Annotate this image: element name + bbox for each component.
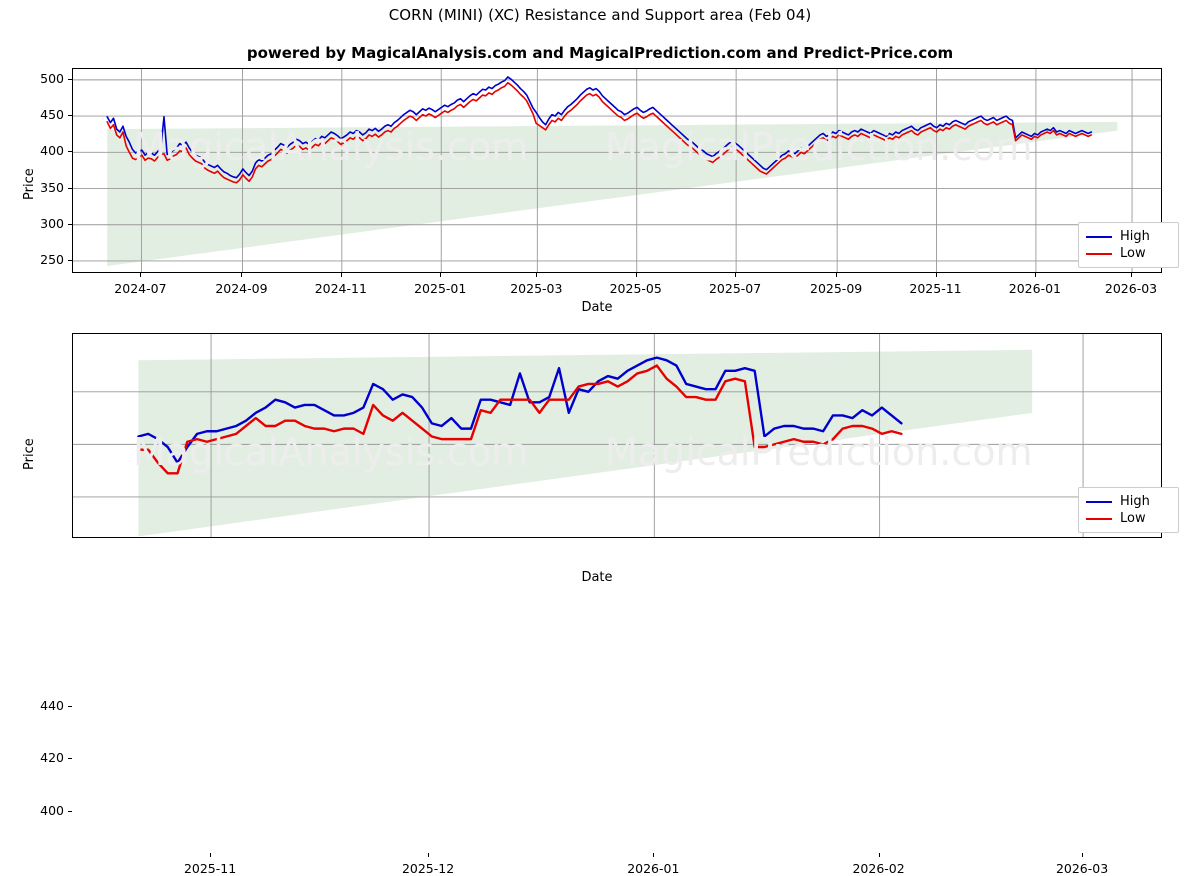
legend-label-low: Low [1120, 511, 1146, 526]
series-line-low [137, 364, 903, 475]
y-axis-tick-mark [68, 151, 72, 153]
top-plot-area [72, 68, 1162, 273]
y-tick-label: 250 [40, 251, 64, 267]
x-axis-tick-mark [140, 273, 142, 277]
x-tick-label: 2026-03 [1104, 281, 1158, 296]
x-tick-label: 2024-07 [114, 281, 167, 296]
x-tick-label: 2025-03 [510, 281, 563, 296]
y-axis-tick-mark [68, 115, 72, 117]
legend-row-low: Low [1086, 510, 1170, 527]
x-tick-label: 2025-05 [609, 281, 662, 296]
x-tick-label: 2024-09 [215, 281, 268, 296]
y-tick-label: 420 [40, 750, 64, 766]
x-axis-tick-mark [536, 273, 538, 277]
x-axis-tick-mark [440, 273, 442, 277]
series-line-high [106, 76, 1093, 179]
high-line-swatch [1086, 500, 1112, 503]
bottom-chart-panel: Price 400 420 440 2025-11 2025-12 2026-01 202… [0, 315, 1200, 876]
legend-label-high: High [1120, 229, 1150, 244]
x-axis-tick-mark [635, 273, 637, 277]
x-axis-tick-mark [210, 853, 212, 857]
low-line-swatch [1086, 252, 1112, 255]
x-axis-tick-mark [1082, 853, 1084, 857]
x-axis-tick-mark [878, 853, 880, 857]
y-axis-tick-mark [68, 223, 72, 225]
x-axis-tick-mark [340, 273, 342, 277]
legend-label-high: High [1120, 494, 1150, 509]
y-tick-label: 440 [40, 697, 64, 713]
bottom-x-axis-label: Date [581, 570, 613, 585]
x-axis-tick-mark [836, 273, 838, 277]
y-axis-tick-mark [68, 705, 72, 707]
x-axis-tick-mark [653, 853, 655, 857]
y-tick-label: 450 [40, 107, 64, 123]
x-tick-label: 2025-01 [414, 281, 467, 296]
top-legend: High Low [1078, 222, 1179, 268]
x-tick-label: 2025-09 [810, 281, 863, 296]
x-tick-label: 2025-11 [909, 281, 962, 296]
x-axis-tick-mark [1131, 273, 1133, 277]
y-axis-tick-mark [68, 259, 72, 261]
x-tick-label: 2025-07 [708, 281, 762, 296]
page-subtitle: powered by MagicalAnalysis.com and Magic… [246, 44, 954, 62]
x-axis-tick-mark [428, 853, 430, 857]
x-tick-label: 2025-12 [401, 861, 455, 876]
high-line-swatch [1086, 235, 1112, 238]
top-chart-panel: Price 250 300 350 400 450 500 2024-07 2024-09 2… [0, 0, 1200, 315]
low-line-swatch [1086, 517, 1112, 520]
legend-label-low: Low [1120, 246, 1146, 261]
y-tick-label: 500 [40, 70, 64, 86]
series-line-high [137, 356, 903, 464]
bottom-plot-svg [73, 334, 1161, 537]
x-tick-label: 2024-11 [314, 281, 367, 296]
bottom-plot-area [72, 333, 1162, 538]
y-axis-tick-mark [68, 187, 72, 189]
legend-row-high: High [1086, 493, 1170, 510]
bottom-legend: High Low [1078, 487, 1179, 533]
y-tick-label: 400 [40, 143, 64, 159]
x-tick-label: 2026-01 [627, 861, 680, 876]
support-resistance-band [138, 349, 1033, 537]
support-resistance-band [107, 121, 1118, 267]
x-axis-tick-mark [935, 273, 937, 277]
top-plot-svg [73, 69, 1161, 272]
legend-row-low: Low [1086, 245, 1170, 262]
y-tick-label: 350 [40, 179, 64, 195]
page-title: CORN (MINI) (XC) Resistance and Support … [388, 6, 812, 24]
series-line-low [106, 81, 1093, 184]
x-axis-tick-mark [735, 273, 737, 277]
y-axis-tick-mark [68, 78, 72, 80]
bottom-y-axis-label: Price [22, 438, 37, 470]
y-tick-label: 300 [40, 215, 64, 231]
legend-row-high: High [1086, 228, 1170, 245]
top-x-axis-label: Date [581, 300, 613, 315]
y-axis-tick-mark [68, 810, 72, 812]
x-axis-tick-mark [241, 273, 243, 277]
y-tick-label: 400 [40, 802, 64, 818]
x-tick-label: 2025-11 [183, 861, 237, 876]
x-tick-label: 2026-03 [1055, 861, 1109, 876]
y-axis-tick-mark [68, 758, 72, 760]
x-tick-label: 2026-02 [852, 861, 905, 876]
x-tick-label: 2026-01 [1008, 281, 1062, 296]
x-axis-tick-mark [1034, 273, 1036, 277]
